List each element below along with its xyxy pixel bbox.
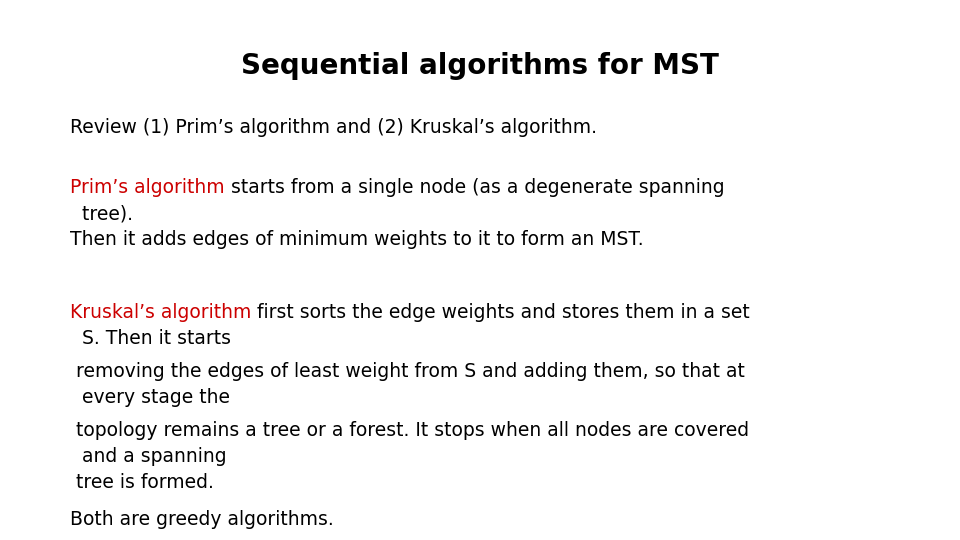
Text: Both are greedy algorithms.: Both are greedy algorithms.: [70, 510, 334, 529]
Text: Then it adds edges of minimum weights to it to form an MST.: Then it adds edges of minimum weights to…: [70, 230, 643, 249]
Text: Review (1) Prim’s algorithm and (2) Kruskal’s algorithm.: Review (1) Prim’s algorithm and (2) Krus…: [70, 118, 597, 137]
Text: tree is formed.: tree is formed.: [70, 473, 214, 492]
Text: removing the edges of least weight from S and adding them, so that at: removing the edges of least weight from …: [70, 362, 745, 381]
Text: S. Then it starts: S. Then it starts: [70, 329, 231, 348]
Text: and a spanning: and a spanning: [70, 447, 227, 466]
Text: starts from a single node (as a degenerate spanning: starts from a single node (as a degenera…: [225, 178, 724, 197]
Text: Kruskal’s algorithm: Kruskal’s algorithm: [70, 303, 252, 322]
Text: Sequential algorithms for MST: Sequential algorithms for MST: [241, 52, 719, 80]
Text: Prim’s algorithm: Prim’s algorithm: [70, 178, 225, 197]
Text: every stage the: every stage the: [70, 388, 230, 407]
Text: first sorts the edge weights and stores them in a set: first sorts the edge weights and stores …: [252, 303, 750, 322]
Text: topology remains a tree or a forest. It stops when all nodes are covered: topology remains a tree or a forest. It …: [70, 421, 749, 440]
Text: tree).: tree).: [70, 204, 133, 223]
